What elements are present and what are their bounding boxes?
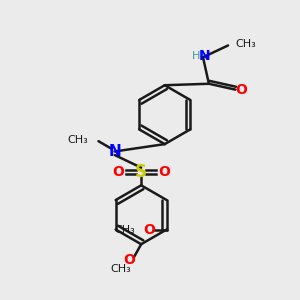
Text: CH₃: CH₃ (236, 39, 256, 49)
Text: O: O (124, 254, 135, 267)
Text: CH₃: CH₃ (68, 135, 88, 145)
Text: CH₃: CH₃ (110, 264, 131, 274)
Text: O: O (143, 223, 155, 236)
Text: S: S (135, 163, 147, 181)
Text: O: O (112, 165, 124, 179)
Text: N: N (199, 49, 210, 63)
Text: N: N (108, 144, 121, 159)
Text: O: O (158, 165, 170, 179)
Text: H: H (192, 51, 201, 61)
Text: O: O (235, 82, 247, 97)
Text: CH₃: CH₃ (114, 225, 135, 235)
